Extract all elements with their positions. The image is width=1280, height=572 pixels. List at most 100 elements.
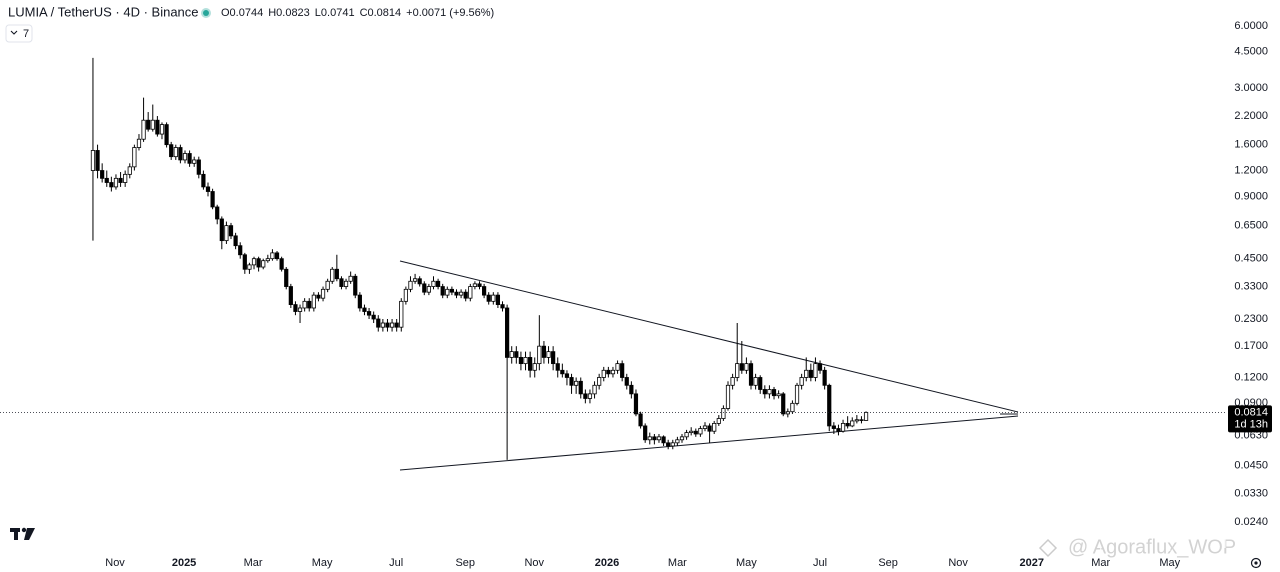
candle-body [192,159,197,164]
y-tick-label: 0.0240 [1234,516,1268,528]
candle-body [555,363,560,371]
candle-body [205,186,211,192]
candle-body [804,369,809,378]
candle-body [799,377,804,386]
candle-body [541,345,547,358]
candle-body [620,363,625,378]
candle-body [247,264,252,270]
candle-body [408,280,413,290]
candle-body [505,307,510,358]
x-tick-label: May [1159,557,1180,569]
candle-body [279,258,284,270]
candle-body [136,138,142,148]
candle-body [583,393,588,399]
candle-body [265,258,270,262]
candle-body [477,283,482,287]
candle-body [187,153,192,164]
y-tick-label: 0.4500 [1234,253,1268,265]
candle-body [376,318,381,328]
candle-body [403,288,408,302]
x-tick-label: Sep [878,557,898,569]
candle-body [689,430,694,433]
candle-body [256,258,261,268]
symbol-title[interactable]: LUMIA / TetherUS · 4D · Binance [8,4,199,19]
ohlc-value: O0.0744 [221,7,263,19]
candle-body [845,422,850,427]
candle-body [261,260,266,268]
trendline[interactable] [399,260,1019,413]
candle-body [647,436,652,441]
candle-body [707,425,712,432]
candle-body [666,442,671,447]
candle-body [776,393,781,397]
candle-body [141,119,146,140]
settings-icon[interactable] [1250,557,1262,569]
x-tick-label: Nov [524,557,544,569]
x-tick-label: 2027 [1019,557,1043,569]
y-tick-label: 0.9000 [1234,190,1268,202]
candle-body [486,294,491,302]
candle-body [781,393,786,415]
candle-body [348,275,353,282]
candle-body [219,218,224,242]
settings-icon-center [1254,561,1258,565]
candle-body [412,278,418,282]
watermark: @ Agoraflux_WOP [1068,536,1236,558]
candle-body [601,369,606,378]
candle-body [215,206,220,220]
candle-body [712,422,717,432]
candle-body [445,288,450,296]
candle-body [394,322,399,328]
candle-body [587,393,593,399]
candle-body [118,177,123,183]
watermark-group: @ Agoraflux_WOP [1038,536,1236,558]
ohlc-value: +0.0071 (+9.56%) [406,7,494,19]
candle-body [491,294,496,302]
candle-body [574,380,579,386]
x-tick-label: Sep [455,557,475,569]
candle-body [514,351,519,358]
y-tick-label: 4.5000 [1234,46,1268,58]
last-price-label: 0.0814 [1234,406,1268,418]
ohlc-readout: O0.0744 H0.0823 L0.0741 C0.0814 +0.0071 (+9.… [221,7,494,19]
candle-body [854,419,859,422]
candle-body [173,147,178,158]
candle-body [638,413,643,427]
x-tick-label: 2025 [172,557,196,569]
candle-body [431,280,436,287]
candle-body [343,280,349,287]
candle-body [551,351,556,365]
candle-body [468,286,473,299]
candle-body [150,119,155,130]
candle-body [196,159,201,175]
candle-body [808,369,813,378]
trendline[interactable] [399,415,1019,471]
candle-body [307,300,312,309]
candle-body [293,304,298,312]
ohlc-value: L0.0741 [315,7,355,19]
candle-body [385,322,390,328]
y-tick-label: 6.0000 [1234,20,1268,32]
candle-body [767,389,772,395]
candle-body [698,428,703,435]
candle-body [316,294,321,299]
candle-body [813,363,818,378]
y-tick-label: 0.0330 [1234,487,1268,499]
indicator-toggle[interactable] [5,24,33,43]
candle-body [274,252,280,260]
candle-body [472,283,478,287]
y-tick-label: 0.2300 [1234,313,1268,325]
candle-body [284,268,289,287]
candle-body [831,425,836,429]
y-tick-label: 2.2000 [1234,110,1268,122]
candle-body [546,351,551,358]
candle-body [606,369,611,375]
y-tick-label: 0.3300 [1234,280,1268,292]
candle-body [822,369,827,386]
candle-body [675,439,680,444]
candle-body [113,177,119,188]
x-tick-label: Nov [948,557,968,569]
candle-body [95,150,100,171]
